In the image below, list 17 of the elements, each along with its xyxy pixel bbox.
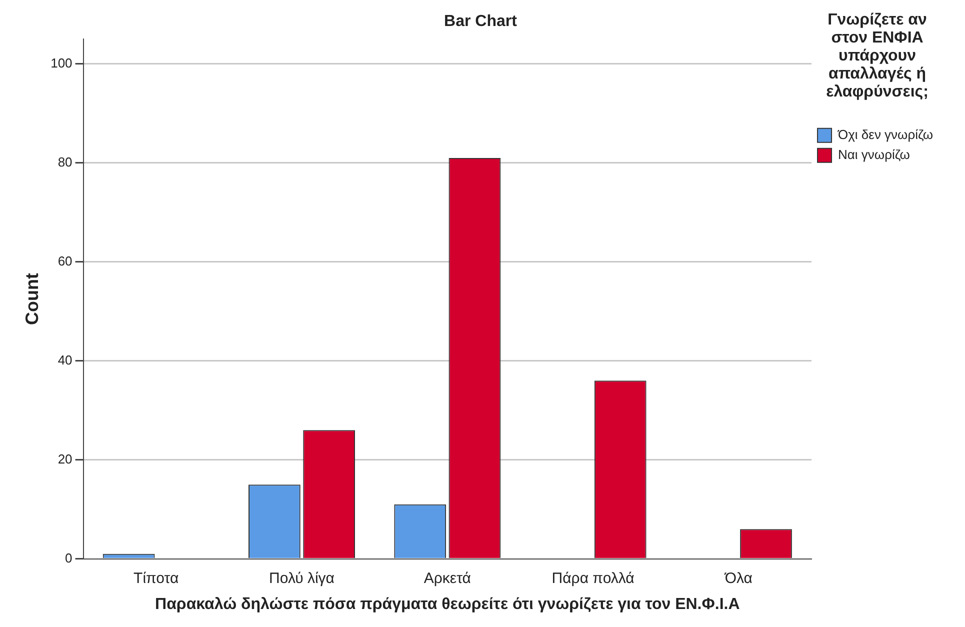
- y-tick-label: 80: [58, 154, 72, 170]
- chart-title: Bar Chart: [444, 13, 518, 30]
- y-tick-label: 40: [58, 352, 72, 368]
- x-axis-title: Παρακαλώ δηλώστε πόσα πράγματα θεωρείτε ότι γνωρίζετε για τον ΕΝ.Φ.Ι.Α: [155, 596, 740, 613]
- x-tick-label: Πολύ λίγα: [269, 570, 335, 587]
- legend-title: Γνωρίζετε αν στον ΕΝΦΙΑ υπάρχουν απαλλαγές ή ελαφρύνσεις;: [826, 11, 928, 100]
- x-tick-label: Πάρα πολλά: [552, 570, 635, 587]
- y-axis-title: Count: [22, 273, 42, 325]
- y-tick-label: 60: [58, 253, 72, 268]
- y-tick-label: 20: [58, 451, 72, 466]
- legend-label: Όχι δεν γνωρίζω: [837, 126, 934, 142]
- x-tick-label: Όλα: [724, 570, 753, 587]
- x-tick-label: Τίποτα: [134, 570, 180, 587]
- y-tick-label: 100: [50, 56, 72, 71]
- y-tick-label: 0: [65, 550, 72, 566]
- x-tick-label: Αρκετά: [424, 570, 472, 587]
- legend-label: Ναι γνωρίζω: [838, 146, 910, 162]
